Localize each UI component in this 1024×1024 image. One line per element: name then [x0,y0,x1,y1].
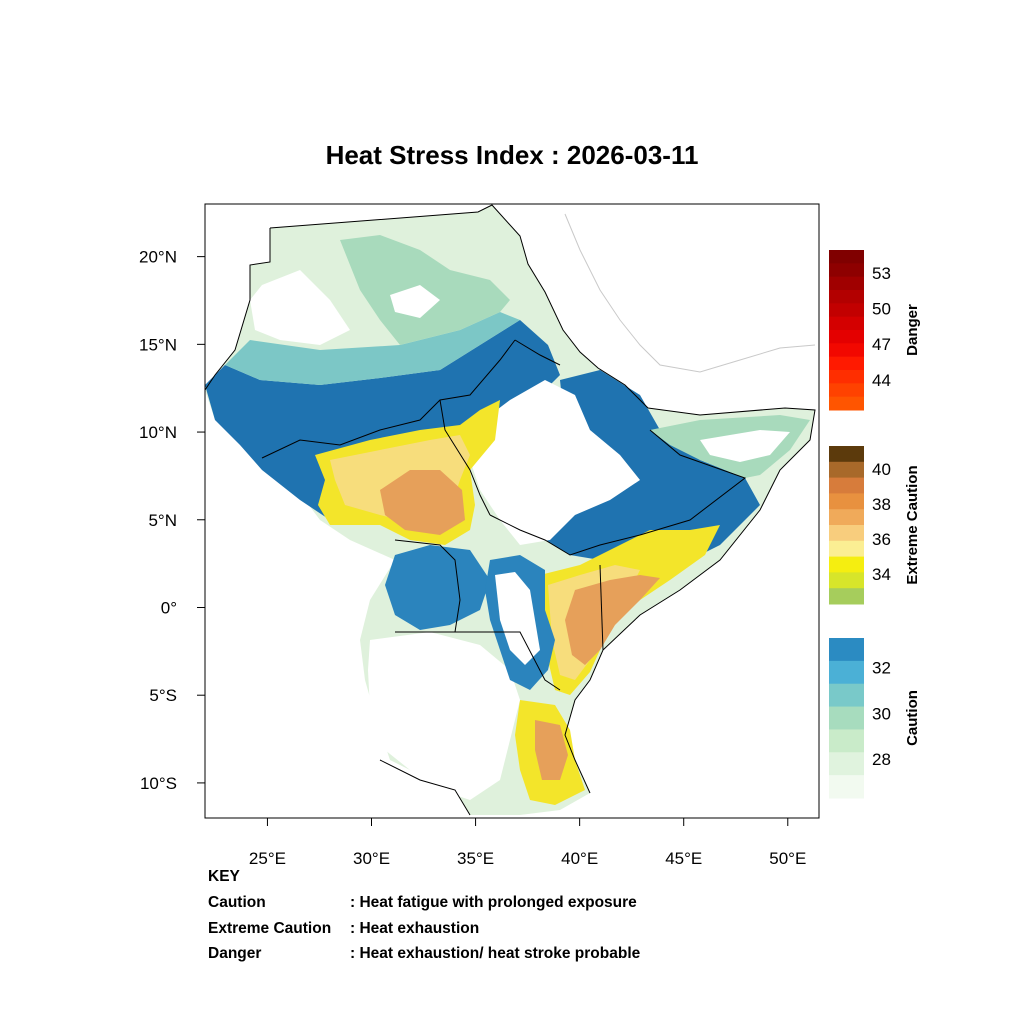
sahel-teal-band [225,312,520,385]
arabia-coastline [564,213,816,373]
legend-danger: 53 50 47 44 Danger [829,250,921,411]
legend-label: 44 [872,371,891,390]
legend-swatch [829,556,864,573]
legend-extreme-caution: 40 38 36 34 Extreme Caution [829,446,921,605]
legend-swatch [829,729,864,753]
tanzania-orange [535,720,568,780]
legend-swatch [829,343,864,358]
legend-label: 36 [872,530,891,549]
legend-label: 30 [872,704,891,723]
horn-white-region [700,430,790,462]
y-tick-label: 0° [161,598,177,617]
legend-label: 38 [872,495,891,514]
x-tick-label: 40°E [561,849,598,868]
somalia-orange [565,575,660,665]
x-tick-label: 25°E [249,849,286,868]
y-tick-label: 5°N [148,511,177,530]
legend-swatch [829,540,864,558]
map-title: Heat Stress Index : 2026-03-11 [326,140,699,170]
south-sudan-orange [380,470,465,535]
legend-swatch [829,383,864,398]
legend-swatch [829,303,864,318]
country-borders [205,204,816,816]
legend-swatch [829,588,864,605]
legend-title: Caution [904,690,921,746]
legend-swatch [829,706,864,730]
legend-swatch [829,396,864,411]
legend-label: 32 [872,659,891,678]
legend-swatch [829,509,864,526]
key-term-caution: Caution [208,894,266,911]
desert-no-data [250,270,350,345]
kenya-no-data [495,572,540,665]
key-desc-extreme-caution: : Heat exhaustion [350,920,480,937]
legend-swatch [829,370,864,384]
uganda-blue-region [385,545,490,630]
legend-swatch [829,775,864,799]
legend-swatch [829,752,864,776]
legend-swatch [829,525,864,542]
legend-swatch [829,446,864,463]
x-axis: 25°E 30°E 35°E 40°E 45°E 50°E [249,818,806,868]
desert-no-data-2 [390,285,440,318]
legend-swatch [829,330,864,344]
legend-swatch [829,683,864,708]
legend-swatch [829,638,864,662]
sahel-blue-band [205,320,560,520]
y-tick-label: 15°N [139,335,177,354]
legend-swatch [829,276,864,291]
y-tick-label: 5°S [149,686,177,705]
legend-label: 50 [872,300,891,319]
legend-swatch [829,290,864,304]
x-tick-label: 50°E [769,849,806,868]
tanzania-no-data [368,632,520,800]
legend-label: 47 [872,335,891,354]
key-term-extreme-caution: Extreme Caution [208,920,332,937]
legend-label: 40 [872,460,891,479]
legend-label: 34 [872,565,891,584]
legend-swatch [829,461,864,479]
highlands-no-data [470,380,640,545]
legend-swatch [829,263,864,278]
key-desc-danger: : Heat exhaustion/ heat stroke probable [350,945,641,962]
key-term-danger: Danger [208,945,262,962]
legend-swatch [829,477,864,494]
y-tick-label: 20°N [139,248,177,267]
y-axis: 20°N 15°N 10°N 5°N 0° 5°S 10°S [139,248,205,793]
y-tick-label: 10°S [140,774,177,793]
heat-stress-map [205,204,816,816]
legend-swatch [829,493,864,510]
legend-swatch [829,356,864,371]
legend-swatch [829,660,864,685]
legend-swatch [829,250,864,264]
key-desc-caution: : Heat fatigue with prolonged exposure [350,894,637,911]
legend-swatch [829,572,864,589]
x-tick-label: 35°E [457,849,494,868]
legend-title: Extreme Caution [904,465,921,584]
legend-label: 53 [872,264,891,283]
key-heading: KEY [208,868,240,885]
legend-caution: 32 30 28 Caution [829,638,921,799]
x-tick-label: 45°E [665,849,702,868]
x-tick-label: 30°E [353,849,390,868]
legend-swatch [829,316,864,331]
legend-label: 28 [872,750,891,769]
y-tick-label: 10°N [139,423,177,442]
legend-title: Danger [904,304,921,356]
plot-frame [204,203,820,819]
